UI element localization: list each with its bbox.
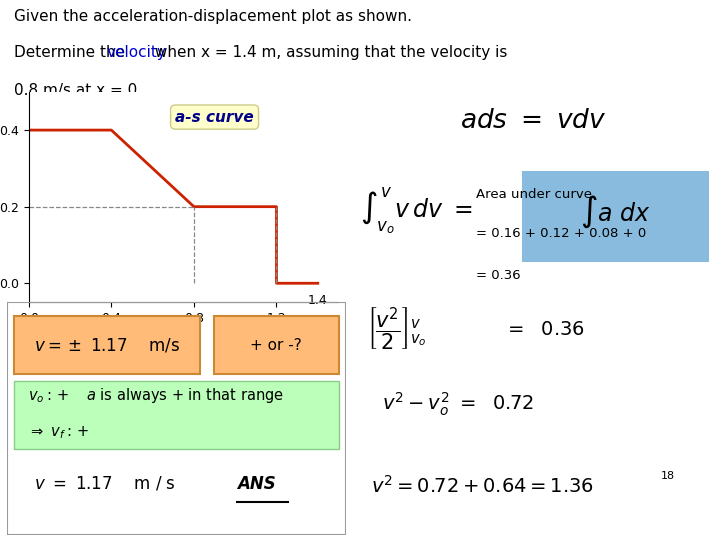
FancyBboxPatch shape: [214, 316, 339, 374]
X-axis label: x, m: x, m: [168, 330, 199, 345]
Text: $\int a \ dx$: $\int a \ dx$: [580, 193, 651, 230]
Text: $v_o : + \quad a$ is always + in that range: $v_o : + \quad a$ is always + in that ra…: [27, 386, 284, 405]
Text: $v \ = \ 1.17 \quad$ m / s: $v \ = \ 1.17 \quad$ m / s: [35, 475, 176, 492]
Text: $ads \ = \ vdv$: $ads \ = \ vdv$: [459, 109, 606, 134]
Text: velocity: velocity: [107, 45, 166, 60]
Text: $= \ \ 0.36$: $= \ \ 0.36$: [504, 320, 585, 339]
Text: 18: 18: [660, 471, 675, 481]
Text: $v^2 - v_o^2 \ = \ \ 0.72$: $v^2 - v_o^2 \ = \ \ 0.72$: [382, 390, 534, 417]
FancyBboxPatch shape: [14, 381, 339, 449]
Text: Determine the: Determine the: [14, 45, 130, 60]
Text: 0.8 m/s at x = 0: 0.8 m/s at x = 0: [14, 83, 138, 98]
Text: $\int_{v_o}^{v} v\,dv \ =$: $\int_{v_o}^{v} v\,dv \ =$: [360, 186, 472, 237]
Text: $\left[\dfrac{v^2}{2}\right]_{v_o}^{v}$: $\left[\dfrac{v^2}{2}\right]_{v_o}^{v}$: [367, 305, 427, 353]
Text: $v^2 = 0.72 + 0.64 = 1.36$: $v^2 = 0.72 + 0.64 = 1.36$: [371, 475, 594, 496]
Text: $v = \pm \ 1.17 \quad$ m/s: $v = \pm \ 1.17 \quad$ m/s: [34, 336, 180, 354]
FancyBboxPatch shape: [14, 316, 200, 374]
Text: Area under curve: Area under curve: [476, 188, 592, 201]
Text: $\Rightarrow \ v_f : +$: $\Rightarrow \ v_f : +$: [27, 424, 89, 441]
FancyBboxPatch shape: [522, 171, 709, 261]
Text: 1.4: 1.4: [308, 294, 328, 307]
Text: a-s curve: a-s curve: [175, 110, 254, 125]
Text: = 0.16 + 0.12 + 0.08 + 0: = 0.16 + 0.12 + 0.08 + 0: [476, 227, 646, 240]
Text: ANS: ANS: [238, 475, 276, 492]
Text: = 0.36: = 0.36: [476, 269, 521, 282]
Text: Given the acceleration-displacement plot as shown.: Given the acceleration-displacement plot…: [14, 9, 413, 24]
Text: + or -?: + or -?: [251, 338, 302, 353]
Text: when x = 1.4 m, assuming that the velocity is: when x = 1.4 m, assuming that the veloci…: [150, 45, 507, 60]
